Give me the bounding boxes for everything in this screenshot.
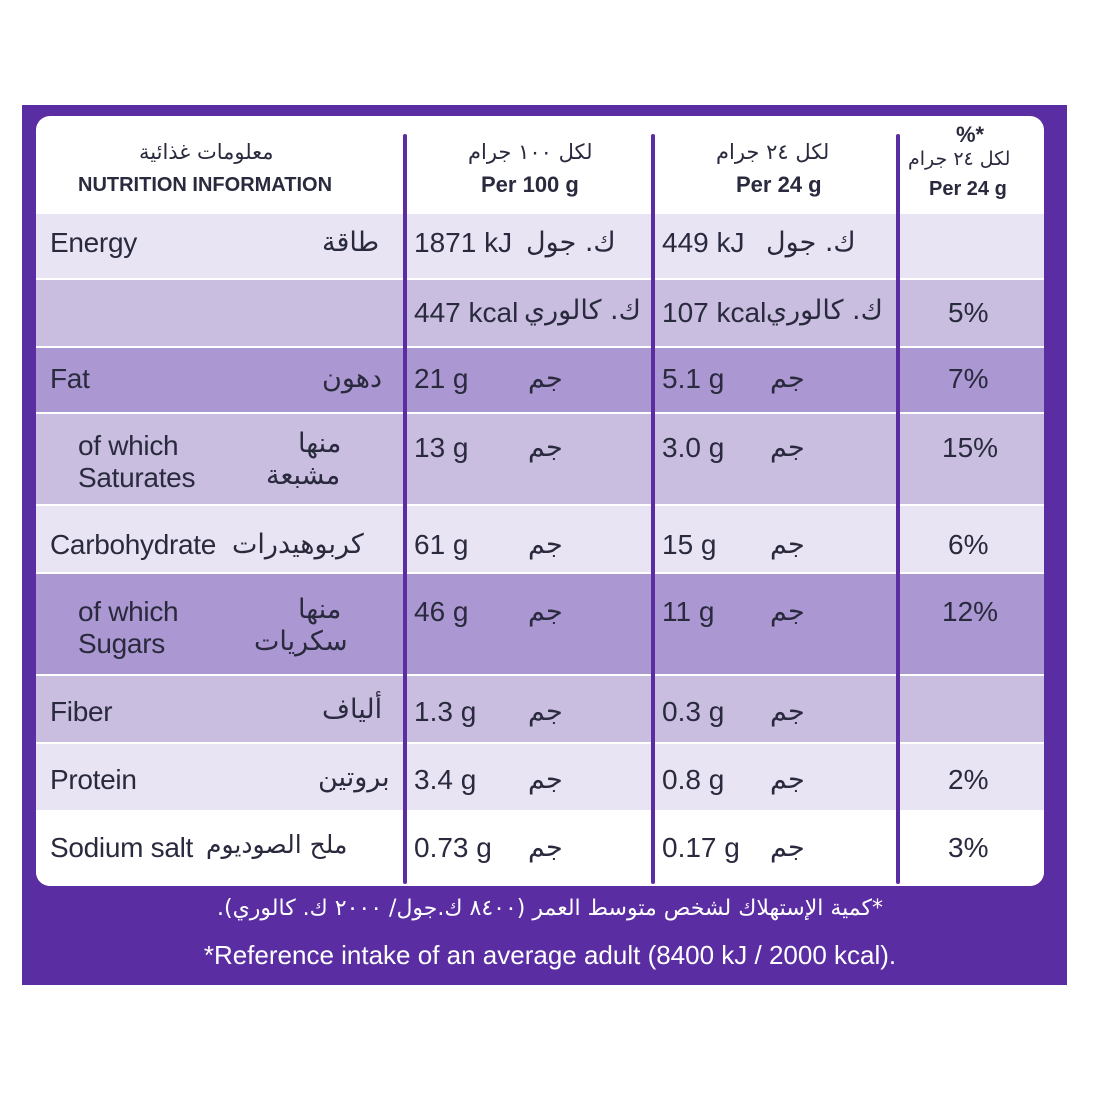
value-carbohydrate-100: 61 g — [414, 529, 469, 560]
header-per100-ar: لكل ١٠٠ جرام — [468, 140, 593, 164]
value-carbohydrate-24: 15 g — [662, 529, 717, 560]
label-saturates-ar-2: مشبعة — [266, 460, 341, 491]
header-per24-ar: لكل ٢٤ جرام — [716, 140, 830, 164]
label-protein-ar: بروتين — [318, 762, 390, 793]
unit-energy-kj-100: ك. جول — [526, 227, 616, 258]
value-saturates-24: 3.0 g — [662, 432, 725, 463]
label-energy-ar: طاقة — [322, 227, 380, 258]
pct-carbohydrate: 6% — [948, 529, 989, 560]
unit-fat-24: جم — [770, 363, 805, 394]
unit-protein-100: جم — [528, 764, 563, 795]
nutrition-table: معلومات غذائية NUTRITION INFORMATION لكل… — [36, 116, 1044, 886]
unit-sodium-100: جم — [528, 832, 563, 863]
row-bg-energy — [36, 214, 1044, 278]
label-sugars-en-1: of which — [78, 596, 179, 627]
value-sodium-24: 0.17 g — [662, 832, 740, 863]
unit-sugars-100: جم — [528, 596, 563, 627]
column-divider — [896, 134, 900, 884]
pct-saturates: 15% — [942, 432, 999, 463]
value-energy-kj-100: 1871 kJ — [414, 227, 513, 258]
unit-fiber-24: جم — [770, 696, 805, 727]
header-per100-en: Per 100 g — [481, 172, 579, 197]
unit-protein-24: جم — [770, 764, 805, 795]
value-fat-24: 5.1 g — [662, 363, 725, 394]
row-bg-carbohydrate — [36, 506, 1044, 572]
value-sugars-100: 46 g — [414, 596, 469, 627]
footnote-ar: *كمية الإستهلاك لشخص متوسط العمر (٨٤٠٠ ك… — [217, 896, 883, 921]
label-fiber-en: Fiber — [50, 696, 113, 727]
label-protein-en: Protein — [50, 764, 137, 795]
unit-energy-kj-24: ك. جول — [766, 227, 856, 258]
unit-carbohydrate-24: جم — [770, 529, 805, 560]
label-energy-en: Energy — [50, 227, 137, 258]
pct-sodium: 3% — [948, 832, 989, 863]
label-sugars-ar-1: منها — [298, 594, 342, 625]
label-saturates-en-2: Saturates — [78, 462, 196, 493]
value-energy-kcal-24: 107 kcal — [662, 297, 767, 328]
value-fiber-24: 0.3 g — [662, 696, 725, 727]
unit-saturates-24: جم — [770, 432, 805, 463]
unit-sodium-24: جم — [770, 832, 805, 863]
pct-fat: 7% — [948, 363, 989, 394]
value-protein-100: 3.4 g — [414, 764, 477, 795]
label-sugars-en-2: Sugars — [78, 628, 165, 659]
label-sodium-ar: ملح الصوديوم — [206, 830, 348, 859]
column-divider — [403, 134, 407, 884]
value-energy-kcal-100: 447 kcal — [414, 297, 519, 328]
unit-saturates-100: جم — [528, 432, 563, 463]
label-fiber-ar: ألياف — [322, 694, 383, 725]
unit-fat-100: جم — [528, 363, 563, 394]
label-sugars-ar-2: سكريات — [254, 626, 348, 657]
label-saturates-en-1: of which — [78, 430, 179, 461]
unit-sugars-24: جم — [770, 596, 805, 627]
row-bg-sugars — [36, 574, 1044, 674]
value-sugars-24: 11 g — [662, 596, 715, 627]
label-carbohydrate-en: Carbohydrate — [50, 529, 217, 560]
header-nutrition-ar: معلومات غذائية — [139, 140, 274, 164]
pct-protein: 2% — [948, 764, 989, 795]
row-bg-sodium — [36, 812, 1044, 886]
value-sodium-100: 0.73 g — [414, 832, 492, 863]
value-fiber-100: 1.3 g — [414, 696, 477, 727]
column-divider — [651, 134, 655, 884]
row-bg-kcal — [36, 280, 1044, 346]
value-saturates-100: 13 g — [414, 432, 469, 463]
header-nutrition-en: NUTRITION INFORMATION — [78, 174, 333, 196]
footnote-en: *Reference intake of an average adult (8… — [203, 940, 897, 970]
row-bg-fat — [36, 348, 1044, 412]
label-fat-ar: دهون — [322, 363, 383, 394]
label-fat-en: Fat — [50, 363, 90, 394]
pct-energy: 5% — [948, 297, 989, 328]
label-saturates-ar-1: منها — [298, 428, 342, 459]
header-pct-en: Per 24 g — [929, 178, 1007, 200]
row-bg-saturates — [36, 414, 1044, 504]
unit-energy-kcal-100: ك. كالوري — [524, 295, 641, 326]
row-bg-fiber — [36, 676, 1044, 742]
pct-sugars: 12% — [942, 596, 999, 627]
label-sodium-en: Sodium salt — [50, 832, 193, 863]
unit-energy-kcal-24: ك. كالوري — [766, 295, 883, 326]
value-energy-kj-24: 449 kJ — [662, 227, 745, 258]
header-per24-en: Per 24 g — [736, 172, 822, 197]
row-bg-protein — [36, 744, 1044, 810]
unit-fiber-100: جم — [528, 696, 563, 727]
value-fat-100: 21 g — [414, 363, 469, 394]
header-percent: %* — [956, 122, 985, 147]
value-protein-24: 0.8 g — [662, 764, 725, 795]
unit-carbohydrate-100: جم — [528, 529, 563, 560]
label-carbohydrate-ar: كربوهيدرات — [232, 529, 364, 560]
header-pct-ar: لكل ٢٤ جرام — [908, 148, 1011, 170]
